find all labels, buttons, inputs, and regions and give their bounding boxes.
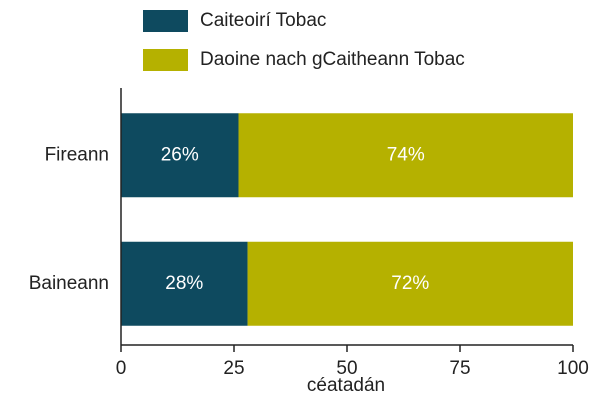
x-tick-label: 100	[557, 358, 589, 379]
data-label: 26%	[161, 144, 199, 165]
legend-label: Caiteoirí Tobac	[200, 10, 326, 31]
data-label: 72%	[391, 273, 429, 294]
x-tick-label: 25	[223, 358, 244, 379]
bar	[121, 241, 248, 326]
legend-swatch	[143, 10, 188, 32]
bar	[247, 241, 573, 326]
x-tick-label: 50	[336, 358, 357, 379]
legend-label: Daoine nach gCaitheann Tobac	[200, 49, 465, 70]
data-label: 28%	[165, 273, 203, 294]
data-label: 74%	[387, 144, 425, 165]
x-tick-label: 75	[449, 358, 470, 379]
y-tick-label: Fireann	[45, 144, 109, 165]
legend-swatch	[143, 49, 188, 71]
bar	[121, 113, 239, 198]
bar	[238, 113, 573, 198]
x-tick-label: 0	[116, 358, 127, 379]
x-axis-label: céatadán	[307, 375, 385, 396]
y-tick-label: Baineann	[29, 273, 109, 294]
